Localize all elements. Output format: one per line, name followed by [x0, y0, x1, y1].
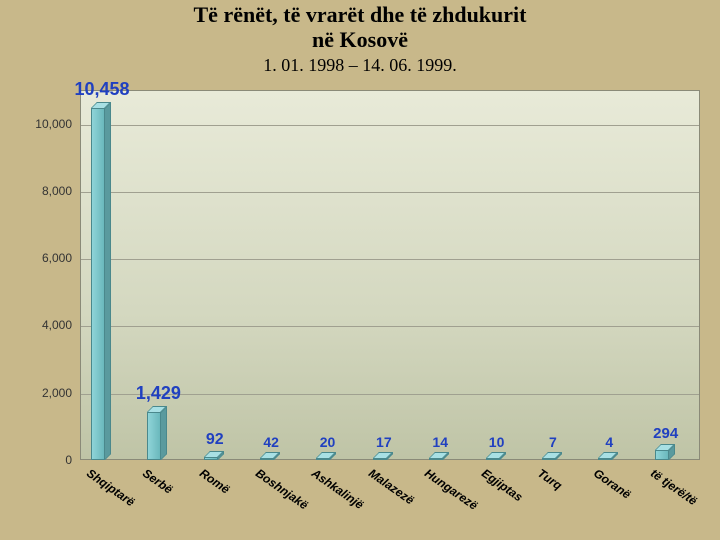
- bar: [316, 458, 330, 460]
- bar: [655, 450, 669, 460]
- value-label: 10: [489, 434, 505, 450]
- x-tick-label: Turq: [535, 466, 565, 493]
- bar-front: [429, 458, 443, 460]
- y-axis: 02,0004,0006,0008,00010,000: [18, 90, 78, 460]
- bar-front: [147, 412, 161, 460]
- bar-front: [373, 458, 387, 460]
- bar: [598, 458, 612, 460]
- x-tick-label: Serbë: [140, 466, 175, 497]
- value-label: 294: [653, 425, 678, 442]
- x-tick-label: Romë: [197, 466, 232, 497]
- bar-front: [316, 458, 330, 460]
- bar: [486, 458, 500, 460]
- x-tick-label: Hungarezë: [422, 466, 480, 513]
- y-tick-label: 0: [65, 453, 72, 467]
- page: Të rënët, të vrarët dhe të zhdukurit në …: [0, 0, 720, 540]
- value-label: 20: [320, 434, 336, 450]
- x-tick-label: Ashkalinjë: [309, 466, 366, 512]
- bar-front: [204, 457, 218, 460]
- x-tick-label: Boshnjakë: [253, 466, 311, 512]
- bar: [429, 458, 443, 460]
- bar: [373, 458, 387, 460]
- x-axis-labels: ShqiptarëSerbë Romë BoshnjakëAshkalinjëMal…: [80, 462, 700, 532]
- bar: [147, 412, 161, 460]
- y-tick-label: 10,000: [35, 117, 72, 131]
- bar-front: [260, 458, 274, 460]
- value-label: 17: [376, 434, 392, 450]
- bar: [260, 458, 274, 460]
- value-label: 10,458: [75, 79, 130, 100]
- value-label: 42: [263, 434, 279, 450]
- value-label: 4: [605, 434, 613, 450]
- chart-title-line2: në Kosovë: [0, 27, 720, 52]
- y-tick-label: 6,000: [42, 251, 72, 265]
- x-tick-label: Goranë: [591, 466, 633, 502]
- bar-front: [542, 458, 556, 460]
- bar-side: [161, 406, 167, 460]
- x-tick-label: Egjiptas: [479, 466, 525, 504]
- bar-front: [598, 458, 612, 460]
- bar: [91, 108, 105, 460]
- x-tick-label: të tjerë/të: [648, 466, 700, 508]
- chart-subtitle: 1. 01. 1998 – 14. 06. 1999.: [0, 55, 720, 76]
- bar-side: [105, 102, 111, 460]
- bar-front: [486, 458, 500, 460]
- y-tick-label: 2,000: [42, 386, 72, 400]
- value-label: 14: [432, 434, 448, 450]
- x-tick-label: Shqiptarë: [84, 466, 137, 509]
- value-label: 7: [549, 434, 557, 450]
- value-label: 92: [206, 431, 224, 449]
- bar-front: [655, 450, 669, 460]
- chart: 02,0004,0006,0008,00010,000 10,4581,4299…: [18, 90, 702, 530]
- chart-title-line1: Të rënët, të vrarët dhe të zhdukurit: [0, 2, 720, 27]
- bar-front: [91, 108, 105, 460]
- bar: [204, 457, 218, 460]
- y-tick-label: 4,000: [42, 318, 72, 332]
- value-label: 1,429: [136, 383, 181, 404]
- y-tick-label: 8,000: [42, 184, 72, 198]
- bars-container: 10,4581,42992422017141074294: [80, 90, 700, 460]
- x-tick-label: Malazezë: [366, 466, 417, 507]
- title-block: Të rënët, të vrarët dhe të zhdukurit në …: [0, 0, 720, 76]
- bar: [542, 458, 556, 460]
